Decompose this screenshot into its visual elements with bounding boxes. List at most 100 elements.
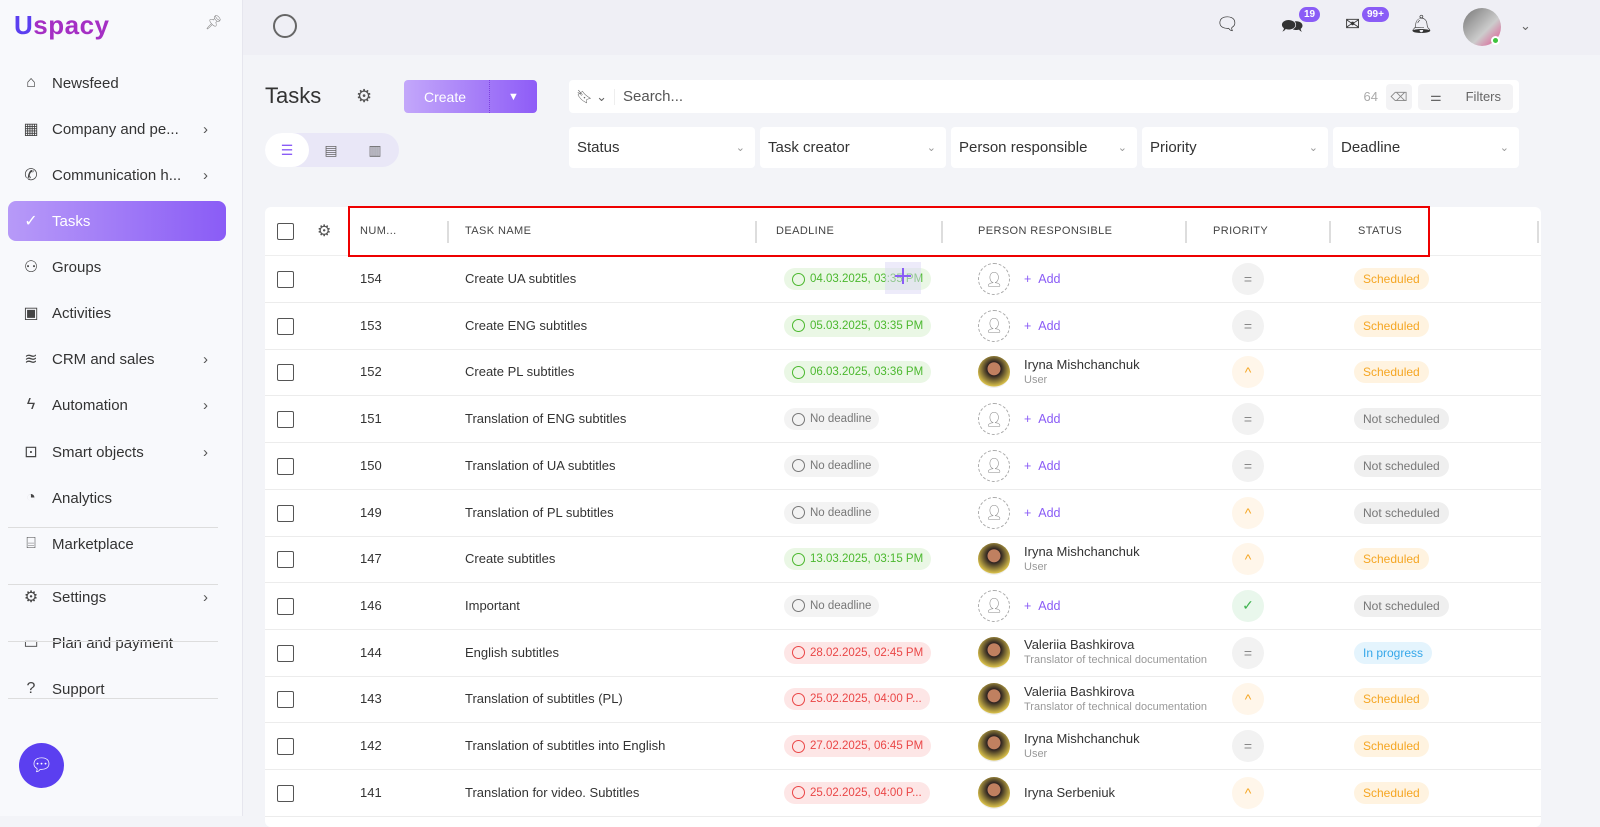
status-badge[interactable]: Scheduled	[1354, 268, 1429, 290]
search-input[interactable]	[615, 88, 1364, 105]
create-button[interactable]: Create ▼	[404, 80, 537, 113]
column-number[interactable]: NUM...	[360, 225, 397, 237]
list-view-icon[interactable]: ☰	[265, 133, 309, 167]
priority-medium-icon[interactable]: =	[1232, 449, 1264, 482]
sidebar-item-analytics[interactable]: ◔ Analytics	[8, 478, 226, 518]
add-person-button[interactable]: + Add	[1024, 318, 1061, 333]
task-name[interactable]: Important	[465, 597, 520, 613]
table-row[interactable]: 143 Translation of subtitles (PL) 25.02.…	[265, 676, 1541, 724]
row-checkbox[interactable]	[277, 317, 294, 335]
add-person-button[interactable]: + Add	[1024, 505, 1061, 520]
status-badge[interactable]: In progress	[1354, 641, 1433, 664]
status-badge[interactable]: Not scheduled	[1354, 454, 1449, 477]
status-badge[interactable]: Not scheduled	[1354, 408, 1449, 431]
task-name[interactable]: Translation for video. Subtitles	[465, 784, 640, 800]
priority-medium-icon[interactable]: =	[1232, 309, 1264, 342]
table-row[interactable]: 147 Create subtitles 13.03.2025, 03:15 P…	[265, 536, 1541, 584]
table-row[interactable]: 146 Important No deadline 👤︎ + Add ✓ Not …	[265, 583, 1541, 630]
priority-high-icon[interactable]: ^	[1232, 543, 1264, 576]
column-settings-icon[interactable]: ⚙	[317, 223, 332, 240]
task-name[interactable]: Translation of PL subtitles	[465, 504, 614, 520]
row-checkbox[interactable]	[277, 457, 294, 475]
column-priority[interactable]: PRIORITY	[1213, 225, 1269, 237]
sidebar-item-automation[interactable]: ϟ Automation ›	[8, 385, 226, 425]
status-badge[interactable]: Scheduled	[1354, 688, 1429, 711]
task-name[interactable]: Translation of ENG subtitles	[465, 411, 627, 427]
priority-high-icon[interactable]: ^	[1232, 496, 1264, 529]
person-name[interactable]: Iryna Mishchanchuk	[1024, 730, 1140, 746]
deadline-badge[interactable]: 28.02.2025, 02:45 PM	[784, 641, 932, 664]
column-person-responsible[interactable]: PERSON RESPONSIBLE	[978, 225, 1113, 237]
sidebar-item-groups[interactable]: ⚇ Groups	[8, 247, 226, 287]
uspacy-logo[interactable]: Uspacy	[14, 10, 110, 40]
deadline-badge[interactable]: 06.03.2025, 03:36 PM	[784, 361, 932, 384]
add-person-button[interactable]: + Add	[1024, 598, 1061, 613]
bell-icon[interactable]: 🔔︎	[1410, 14, 1433, 34]
table-row[interactable]: 151 Translation of ENG subtitles No dead…	[265, 396, 1541, 444]
sidebar-item-newsfeed[interactable]: ⌂ Newsfeed	[8, 63, 226, 103]
chevron-down-icon[interactable]: ⌄	[1520, 18, 1531, 33]
avatar[interactable]	[978, 776, 1010, 809]
person-name[interactable]: Iryna Serbeniuk	[1024, 784, 1116, 800]
sidebar-item-activities[interactable]: ▣ Activities	[8, 293, 226, 333]
column-deadline[interactable]: DEADLINE	[776, 225, 835, 237]
row-checkbox[interactable]	[277, 597, 294, 615]
person-name[interactable]: Iryna Mishchanchuk	[1024, 543, 1140, 559]
status-badge[interactable]: Not scheduled	[1354, 594, 1449, 617]
avatar[interactable]	[978, 543, 1010, 576]
priority-high-icon[interactable]: ^	[1232, 356, 1264, 389]
person-name[interactable]: Valeriia Bashkirova	[1024, 637, 1135, 653]
avatar[interactable]	[978, 730, 1010, 762]
sidebar-item-crm-and-sales[interactable]: ≋ CRM and sales ›	[8, 339, 226, 379]
pin-icon[interactable]: 📌︎	[205, 14, 223, 30]
row-checkbox[interactable]	[277, 504, 294, 522]
chats-icon[interactable]: 🗪︎	[1281, 16, 1304, 36]
sidebar-item-marketplace[interactable]: ⌸ Marketplace	[8, 524, 226, 564]
status-badge[interactable]: Scheduled	[1354, 361, 1429, 384]
row-checkbox[interactable]	[277, 271, 294, 288]
task-name[interactable]: Translation of subtitles (PL)	[465, 691, 623, 707]
row-checkbox[interactable]	[277, 738, 294, 755]
priority-medium-icon[interactable]: =	[1232, 636, 1264, 669]
mail-icon[interactable]: ✉︎	[1345, 14, 1361, 34]
status-badge[interactable]: Not scheduled	[1354, 501, 1449, 524]
column-status[interactable]: STATUS	[1358, 225, 1403, 237]
table-row[interactable]: 144 English subtitles 28.02.2025, 02:45 …	[265, 630, 1541, 677]
person-name[interactable]: Iryna Mishchanchuk	[1024, 356, 1140, 372]
kanban-view-icon[interactable]: ▥	[368, 141, 382, 158]
sidebar-item-smart-objects[interactable]: ⊡ Smart objects ›	[8, 432, 226, 472]
deadline-badge[interactable]: 27.02.2025, 06:45 PM	[784, 735, 932, 757]
avatar[interactable]	[978, 683, 1010, 716]
person-name[interactable]: Valeriia Bashkirova	[1024, 683, 1135, 699]
deadline-badge[interactable]: No deadline	[784, 408, 880, 431]
priority-medium-icon[interactable]: =	[1232, 263, 1264, 295]
deadline-badge[interactable]: 05.03.2025, 03:35 PM	[784, 314, 932, 337]
bookmark-icon[interactable]: 🔖︎ ⌄	[569, 88, 615, 105]
search-icon[interactable]	[273, 14, 297, 38]
status-badge[interactable]: Scheduled	[1354, 548, 1429, 571]
table-row[interactable]: 152 Create PL subtitles 06.03.2025, 03:3…	[265, 349, 1541, 397]
row-checkbox[interactable]	[277, 691, 294, 709]
priority-medium-icon[interactable]: =	[1232, 403, 1264, 436]
deadline-badge[interactable]: No deadline	[784, 501, 880, 524]
task-name[interactable]: English subtitles	[465, 644, 559, 660]
table-row[interactable]: 142 Translation of subtitles into Englis…	[265, 723, 1541, 770]
sidebar-item-company-and-pe[interactable]: ▦ Company and pe... ›	[8, 109, 226, 149]
filter-task-creator[interactable]: Task creator ⌄	[760, 127, 946, 168]
add-person-button[interactable]: + Add	[1024, 412, 1061, 427]
deadline-badge[interactable]: 13.03.2025, 03:15 PM	[784, 548, 932, 571]
row-checkbox[interactable]	[277, 551, 294, 569]
deadline-badge[interactable]: No deadline	[784, 594, 880, 617]
task-name[interactable]: Translation of UA subtitles	[465, 457, 616, 473]
sidebar-item-support[interactable]: ? Support	[8, 669, 226, 709]
task-name[interactable]: Translation of subtitles into English	[465, 738, 666, 753]
deadline-badge[interactable]: 04.03.2025, 03:35 PM	[784, 268, 932, 290]
status-badge[interactable]: Scheduled	[1354, 781, 1429, 804]
support-chat-button[interactable]: 💬︎	[19, 743, 64, 788]
row-checkbox[interactable]	[277, 784, 294, 802]
filter-status[interactable]: Status ⌄	[569, 127, 755, 168]
avatar[interactable]	[978, 636, 1010, 669]
deadline-badge[interactable]: 25.02.2025, 04:00 P...	[784, 781, 930, 804]
task-name[interactable]: Create UA subtitles	[465, 271, 577, 286]
filter-priority[interactable]: Priority ⌄	[1142, 127, 1328, 168]
